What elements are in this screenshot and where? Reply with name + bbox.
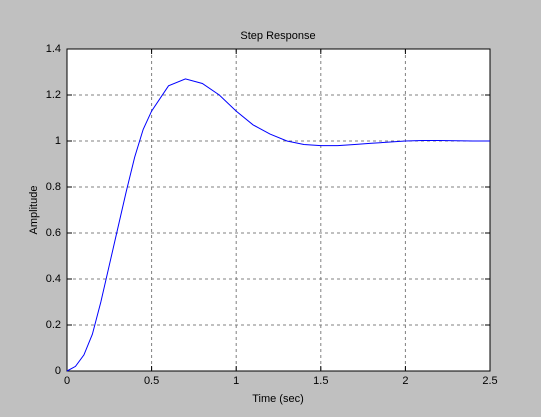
y-tick-label: 0.2 bbox=[46, 319, 61, 331]
y-axis-label: Amplitude bbox=[28, 186, 40, 235]
y-tick-label: 1.4 bbox=[46, 43, 61, 55]
x-tick-label: 2 bbox=[402, 375, 408, 387]
y-tick-label: 0.8 bbox=[46, 181, 61, 193]
data-line bbox=[66, 78, 490, 372]
x-tick-label: 0.5 bbox=[144, 375, 159, 387]
x-axis-label: Time (sec) bbox=[252, 393, 304, 405]
y-tick-label: 0.6 bbox=[46, 227, 61, 239]
x-tick-label: 0 bbox=[64, 375, 70, 387]
x-tick-label: 1.5 bbox=[313, 375, 328, 387]
x-tick-label: 1 bbox=[233, 375, 239, 387]
x-tick-label: 2.5 bbox=[482, 375, 497, 387]
y-tick-label: 0 bbox=[55, 365, 61, 377]
plot-frame bbox=[66, 48, 491, 372]
plot-area bbox=[67, 49, 490, 371]
y-tick-label: 0.4 bbox=[46, 273, 61, 285]
y-tick-label: 1 bbox=[55, 135, 61, 147]
y-tick-label: 1.2 bbox=[46, 89, 61, 101]
chart-title: Step Response bbox=[240, 30, 315, 42]
